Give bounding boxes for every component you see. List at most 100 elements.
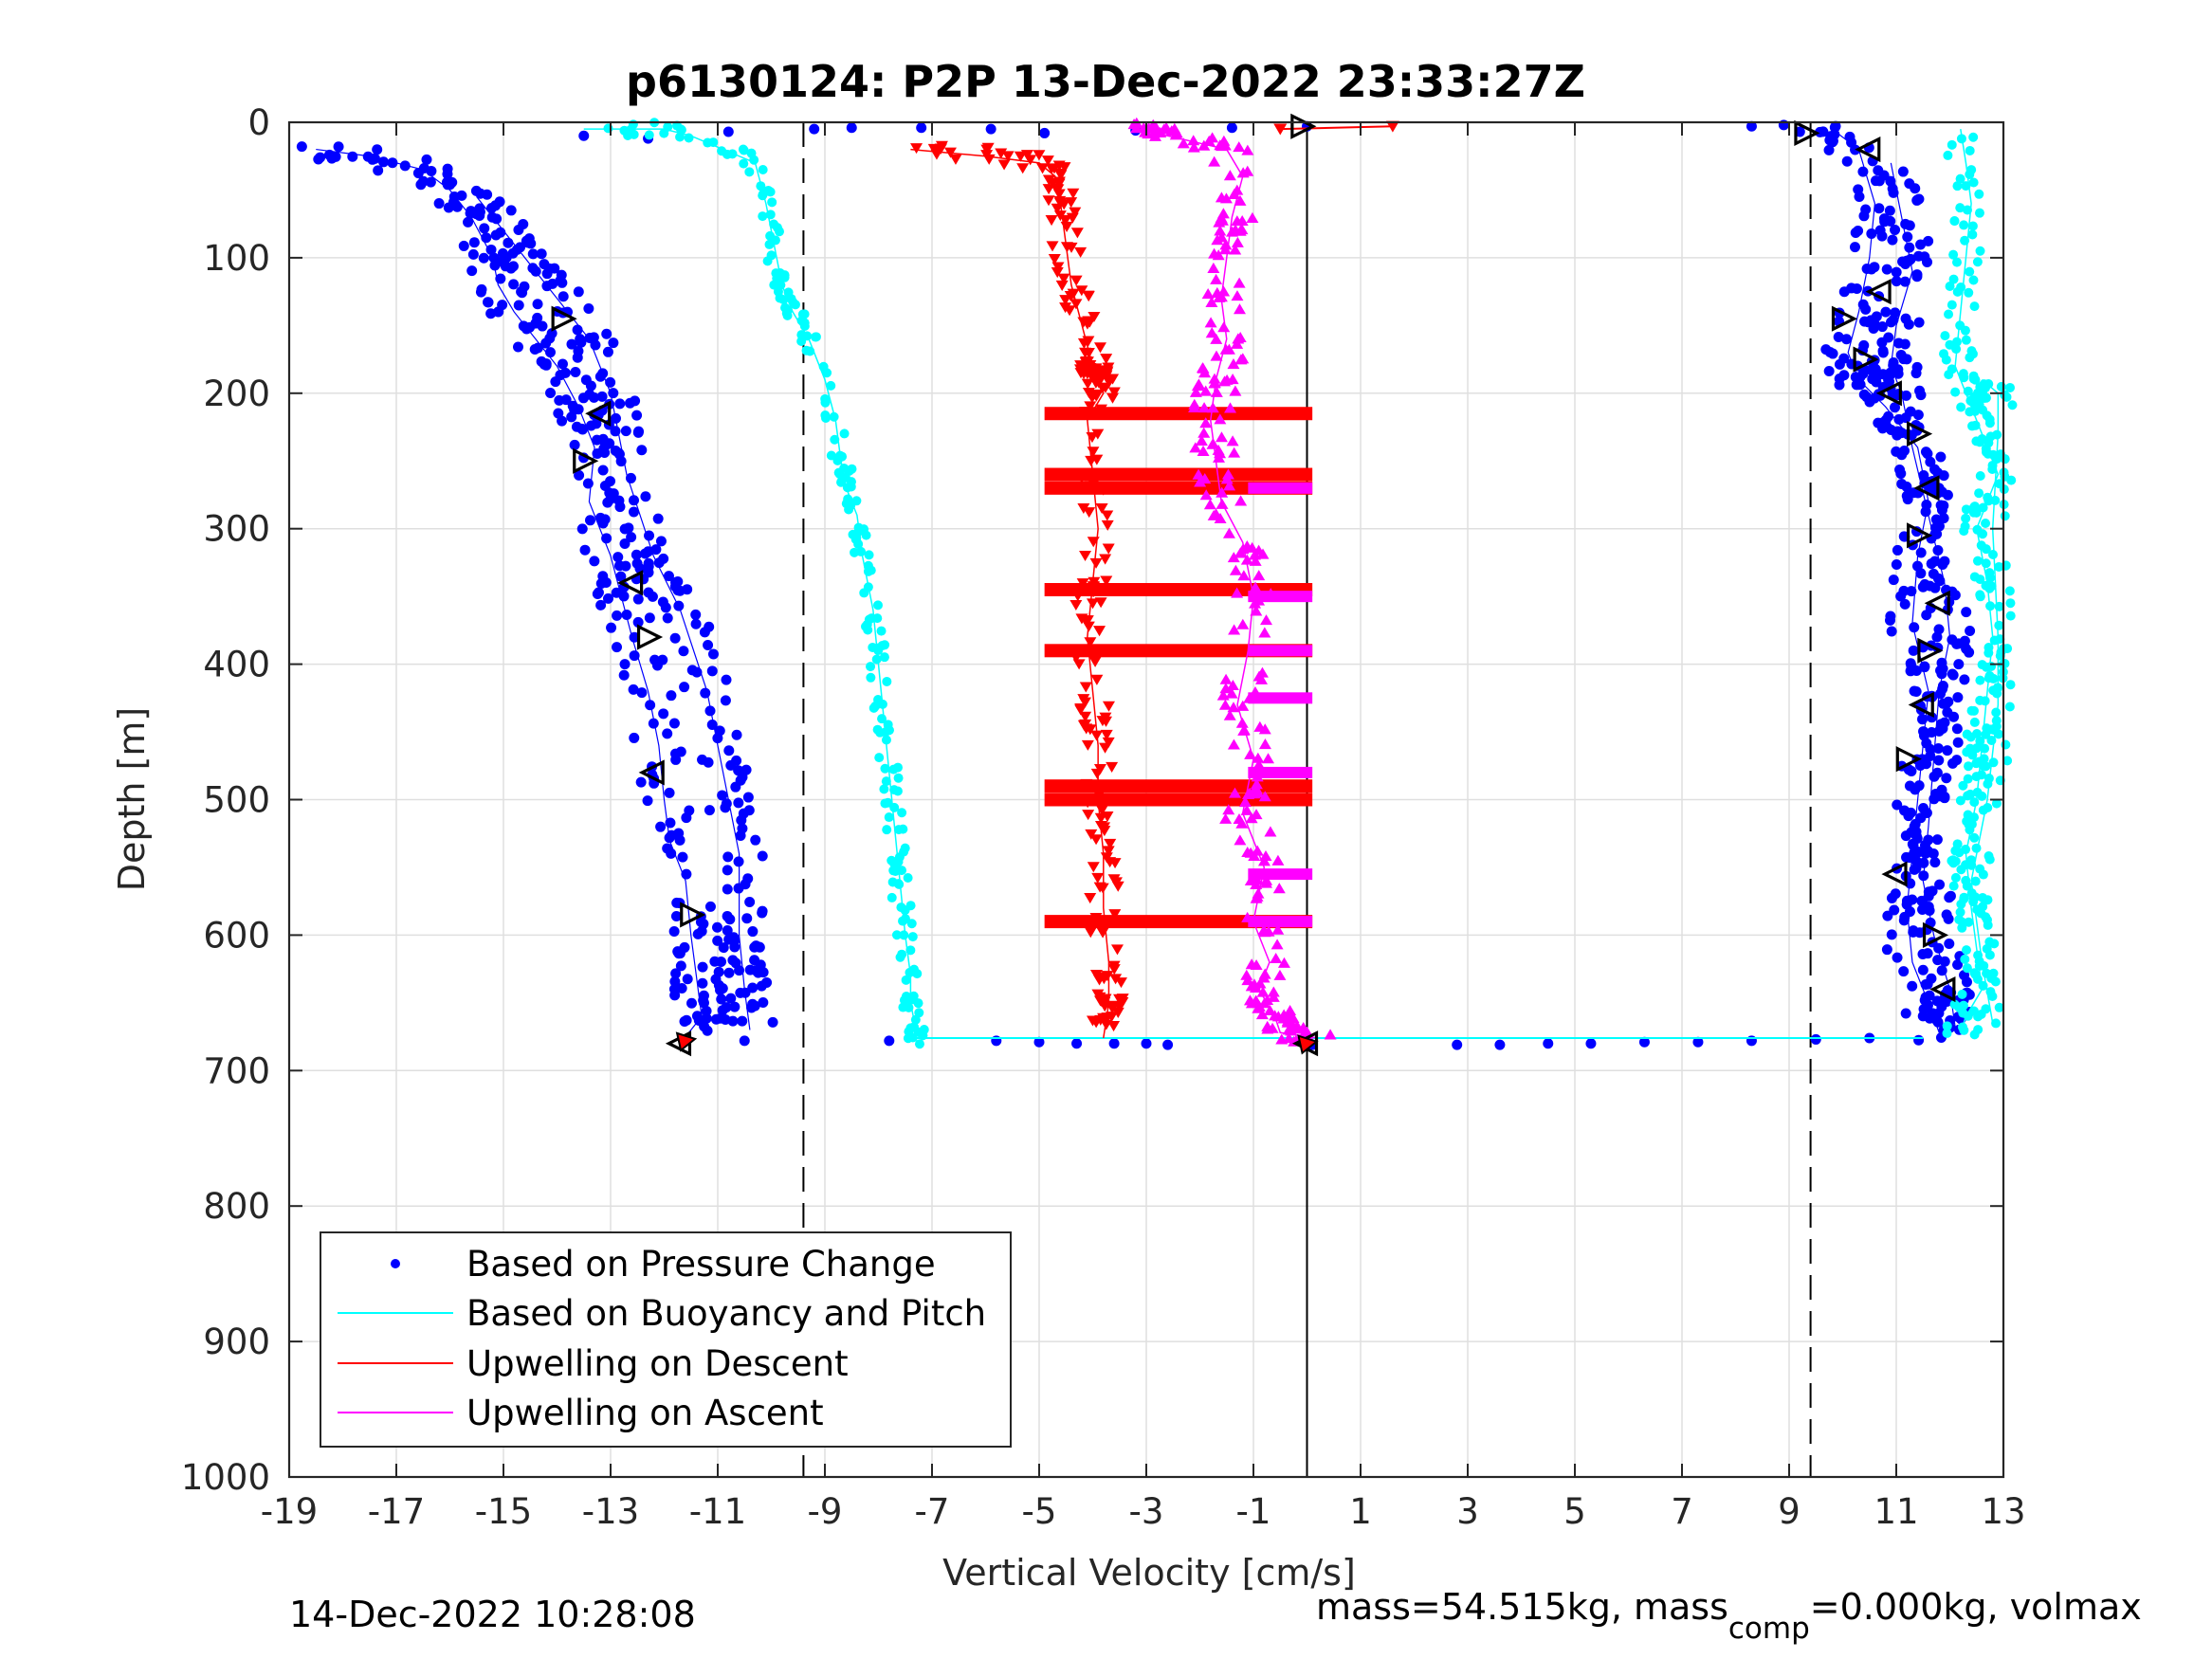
- series-1-ascent-outer-point-47: [1991, 798, 2002, 809]
- series-3-main-marker-228: [1267, 986, 1280, 997]
- series-0-descent-point-10: [682, 974, 693, 985]
- series-3-main-marker-256: [1222, 804, 1235, 815]
- marker-triangle-0-2: [573, 447, 599, 474]
- series-1-ascent-point-153: [1963, 774, 1973, 784]
- series-0-descent-outer-point-10: [725, 759, 737, 771]
- series-2-main-marker-249: [980, 144, 994, 155]
- series-0-descent-point-33: [347, 151, 358, 162]
- series-0-descent-outer-point-3: [541, 268, 553, 280]
- series-0-descent-outer-point-155: [722, 925, 733, 937]
- series-3-main-marker-49: [1234, 834, 1247, 846]
- series-1-descent-point-69: [882, 825, 892, 835]
- series-2-main-marker-23: [1104, 838, 1117, 849]
- series-1-ascent-point-3: [1975, 246, 1985, 256]
- series-3-main-marker-229: [1240, 969, 1253, 980]
- series-1-ascent-point-144: [1956, 865, 1966, 875]
- series-3-main-marker-217: [1299, 1026, 1312, 1037]
- series-2-main-marker-124: [1081, 378, 1094, 390]
- series-0-descent-point-174: [651, 660, 663, 671]
- series-3-right-edge-spikes-spike-1: [1248, 591, 1313, 603]
- series-1-ascent-point-154: [1959, 373, 1969, 383]
- series-0-descent-outer-point-88: [623, 522, 634, 534]
- x-tick-label: 3: [1456, 1491, 1479, 1532]
- series-1-descent-point-51: [866, 662, 876, 672]
- series-1-descent-point-125: [874, 753, 885, 763]
- series-0-ascent-point-134: [1853, 184, 1864, 195]
- series-0-descent-outer-point-170: [756, 980, 767, 992]
- series-1-descent-point-172: [865, 564, 875, 574]
- series-1-descent-point-194: [868, 642, 878, 652]
- series-0-descent-outer-point-101: [482, 189, 493, 200]
- series-1-ascent-point-89: [1970, 876, 1981, 886]
- series-0-ascent-outer-point-124: [1925, 456, 1936, 467]
- series-0-ascent-outer-point-210: [1923, 901, 1934, 912]
- series-0-descent-point-226: [615, 571, 627, 582]
- series-3-main-marker-183: [1231, 587, 1244, 598]
- x-tick-label: 11: [1874, 1491, 1918, 1532]
- marker-triangle-1-4: [1853, 346, 1879, 373]
- series-0-descent-point-229: [501, 252, 512, 264]
- series-0-descent-outer-point-70: [597, 465, 609, 476]
- series-0-ascent-outer-point-229: [1939, 793, 1950, 804]
- series-1-ascent-outer-point-73: [1989, 939, 2000, 949]
- series-1-ascent-outer-point-20: [1957, 922, 1967, 933]
- series-0-ascent-outer-point-212: [1944, 938, 1955, 949]
- series-0-ascent-outer-point-221: [1943, 913, 1954, 924]
- series-3-main-marker-90: [1255, 666, 1269, 678]
- series-2-main-marker-44: [1108, 909, 1122, 921]
- series-2-main-marker-27: [1036, 163, 1050, 174]
- y-tick-label: 800: [203, 1186, 270, 1227]
- series-2-main-marker-4: [1101, 510, 1114, 521]
- series-0-ascent-outer-point-158: [1899, 338, 1910, 350]
- series-3-main-marker-276: [1229, 385, 1242, 396]
- series-1-descent-point-191: [811, 332, 821, 342]
- y-tick-label: 900: [203, 1322, 270, 1362]
- series-2-main-marker-163: [1051, 267, 1064, 279]
- series-1-descent-point-145: [884, 725, 894, 736]
- series-1-ascent-point-132: [1952, 181, 1963, 191]
- series-0-descent-point-118: [557, 358, 568, 370]
- series-0-descent-point-71: [635, 776, 647, 788]
- series-0-descent-point-158: [442, 169, 453, 180]
- series-2-main-marker-165: [1107, 387, 1121, 398]
- series-0-ascent-point-227: [1900, 1008, 1911, 1019]
- series-0-ascent-point-184: [1866, 264, 1877, 275]
- series-0-descent-outer-point-98: [507, 261, 519, 272]
- series-0-ascent-outer-point-202: [1918, 802, 1929, 813]
- series-1-descent-point-117: [864, 550, 874, 560]
- series-3-main-marker-101: [1241, 144, 1254, 155]
- series-1-ascent-point-97: [1974, 488, 1984, 499]
- series-0-ascent-outer-point-54: [1880, 306, 1892, 318]
- series-1-ascent-outer-point-89: [1972, 388, 1983, 398]
- series-0-descent-point-103: [681, 812, 692, 824]
- series-0-bottom-point-1: [884, 1035, 895, 1047]
- series-2-horizontal-bands-band-2: [1044, 481, 1313, 495]
- series-2-main-marker-85: [1074, 246, 1088, 258]
- series-1-descent-point-190: [903, 1033, 913, 1044]
- series-0-descent-point-84: [372, 144, 383, 155]
- series-1-ascent-point-203: [1952, 839, 1963, 849]
- series-0-ascent-point-225: [1827, 137, 1838, 148]
- series-1-descent-point-123: [826, 450, 836, 461]
- series-0-ascent-outer-point-139: [1898, 354, 1910, 365]
- series-1-ascent-point-205: [1948, 881, 1959, 891]
- series-0-descent-outer-point-198: [722, 910, 733, 921]
- series-3-main-marker-11: [1324, 1029, 1337, 1040]
- marker-triangle-1-14: [1922, 921, 1949, 948]
- series-2-main-marker-141: [1091, 428, 1105, 440]
- series-0-descent-point-144: [579, 544, 591, 556]
- series-0-descent-outer-point-32: [631, 410, 643, 421]
- series-0-bottom-point-3: [1033, 1036, 1045, 1048]
- marker-red-3-1: [1297, 1034, 1319, 1055]
- series-3-main-marker-278: [1231, 337, 1244, 349]
- series-0-ascent-point-11: [1849, 242, 1860, 253]
- series-0-descent-point-11: [716, 994, 727, 1005]
- series-0-ascent-outer-point-151: [1915, 239, 1927, 250]
- y-axis-ticks: 0 100 200 300 400 500 600 700 800 900 1000: [181, 102, 2003, 1498]
- series-3-main-marker-252: [1235, 224, 1249, 235]
- series-3-main-marker-188: [1208, 155, 1221, 167]
- series-0-ascent-point-128: [1858, 210, 1870, 222]
- series-1-ascent-outer-point-69: [1982, 410, 1992, 421]
- series-3-main-marker-235: [1270, 952, 1283, 963]
- series-1-ascent-outer-point-84: [1981, 761, 1991, 772]
